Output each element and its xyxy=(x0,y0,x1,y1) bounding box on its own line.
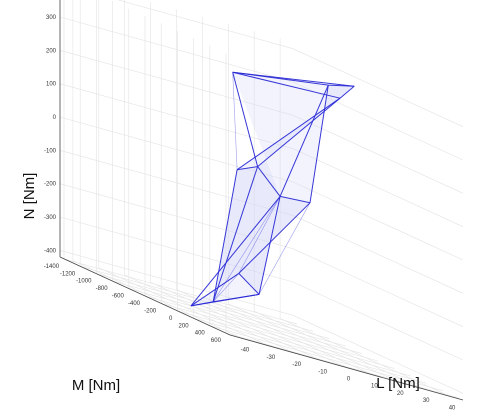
hull-edge xyxy=(257,166,281,197)
grid-line-x xyxy=(202,16,373,375)
axis-line-floor xyxy=(59,256,464,401)
grid-line-y xyxy=(209,325,443,391)
hull-edge xyxy=(238,202,311,274)
y-tick-label: -200 xyxy=(144,308,157,314)
hull-face xyxy=(232,72,355,99)
hull-edge xyxy=(238,196,281,274)
grid-line-x xyxy=(253,31,425,390)
x-tick-label: 10 xyxy=(371,384,378,390)
z-tick-label: 100 xyxy=(46,82,57,88)
hull-edge xyxy=(279,84,329,197)
grid-line-y xyxy=(193,318,427,384)
y-axis-label: M [Nm] xyxy=(72,377,120,394)
x-tick-label: -20 xyxy=(292,362,301,368)
y-tick-label: 600 xyxy=(211,338,222,344)
hull-edge xyxy=(212,169,238,302)
hull-edge xyxy=(212,166,259,302)
z-tick-label: -100 xyxy=(44,148,57,154)
grid-line-x xyxy=(72,0,244,339)
y-tick-label: -600 xyxy=(112,294,125,300)
grid-line-x xyxy=(228,23,399,383)
grid-line-y xyxy=(161,303,395,369)
axes xyxy=(59,0,464,401)
z-tick-label: -400 xyxy=(44,248,57,254)
grid-line-y xyxy=(144,295,379,362)
hull-edge xyxy=(339,85,355,99)
x-tick-label: 0 xyxy=(347,377,351,383)
grid-line-y xyxy=(225,332,460,399)
grid-line-z xyxy=(59,116,464,261)
hull-edge xyxy=(212,196,281,302)
grid-line-y xyxy=(177,310,411,377)
hull-face xyxy=(190,85,355,306)
hull-edge xyxy=(258,196,281,295)
grid-line-x xyxy=(98,0,269,347)
z-tick-label: -300 xyxy=(44,215,57,221)
y-tick-label: 200 xyxy=(179,323,190,329)
hull-edge xyxy=(232,72,259,167)
z-axis-label: N [Nm] xyxy=(21,173,38,220)
hull-edge xyxy=(190,272,240,307)
hull-edge xyxy=(257,97,341,167)
grid-line-z xyxy=(59,150,464,294)
grid-line-z xyxy=(59,83,464,227)
hull-edge xyxy=(232,71,329,86)
hull-edge xyxy=(212,273,240,303)
x-axis-label: L [Nm] xyxy=(376,375,420,392)
hull-edge xyxy=(279,195,311,204)
grid-line-x xyxy=(150,2,321,361)
grid-line-z xyxy=(59,16,464,161)
y-tick-label: 0 xyxy=(169,316,173,322)
hull-face xyxy=(238,196,310,295)
x-tick-label: -40 xyxy=(241,348,250,354)
grid-line-z xyxy=(59,50,464,194)
z-tick-label: -200 xyxy=(44,182,57,188)
grid-line-z xyxy=(59,216,464,361)
y-tick-label: -1200 xyxy=(60,271,76,277)
z-tick-label: 300 xyxy=(46,15,57,21)
grid-line-x xyxy=(279,38,451,397)
hull-edge xyxy=(236,97,341,171)
hull-edge xyxy=(238,273,260,295)
z-tick-label: 0 xyxy=(53,115,57,121)
z-tick-label: 200 xyxy=(46,48,57,54)
grid-line-x xyxy=(124,0,295,354)
hull-edge xyxy=(237,166,258,171)
tick-labels: -40-30-20-100102030406004002000-200-400-… xyxy=(44,15,456,411)
grid-line-z xyxy=(59,250,464,394)
grid-line-z xyxy=(117,0,464,127)
y-tick-label: 400 xyxy=(195,331,206,337)
grid-line-y xyxy=(112,280,346,347)
hull-edge xyxy=(190,293,260,307)
x-tick-label: -30 xyxy=(266,355,275,361)
y-tick-label: -1000 xyxy=(76,279,92,285)
x-tick-label: 40 xyxy=(449,405,456,411)
grid-line-x xyxy=(176,9,347,368)
grid-line-y xyxy=(96,273,330,339)
hull-edge xyxy=(258,202,311,295)
hull-edge xyxy=(232,71,341,99)
hull-edges xyxy=(190,71,355,307)
hull-face xyxy=(213,166,281,302)
hull-edge xyxy=(232,72,238,170)
grid xyxy=(59,0,464,399)
x-tick-label: 20 xyxy=(397,391,404,397)
x-tick-label: 30 xyxy=(423,398,430,404)
y-tick-label: -800 xyxy=(96,286,109,292)
x-tick-label: -10 xyxy=(318,369,327,375)
y-tick-label: -400 xyxy=(128,301,141,307)
grid-line-y xyxy=(128,288,362,354)
hull-edge xyxy=(190,196,281,307)
hull-edge xyxy=(309,85,329,203)
y-tick-label: -1400 xyxy=(44,264,60,270)
grid-line-z xyxy=(59,183,464,327)
grid-line-y xyxy=(63,258,298,325)
